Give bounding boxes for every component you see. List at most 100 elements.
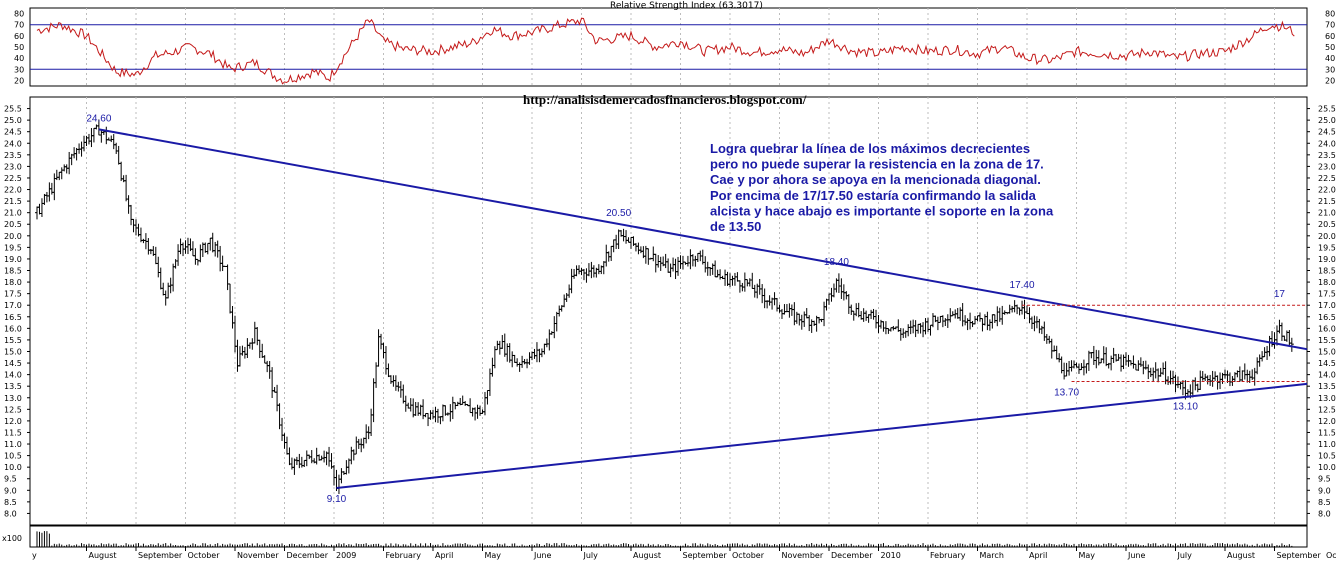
y-tick-left: 15.0 — [4, 347, 22, 356]
y-tick-left: 10.0 — [4, 463, 22, 472]
y-tick-left: 12.0 — [4, 417, 22, 426]
rsi-panel: Relative Strength Index (63.3017) 80 80 70… — [14, 1, 1335, 85]
y-tick-right: 22.5 — [1318, 174, 1336, 183]
y-tick-left: 24.0 — [4, 139, 22, 148]
comment-line: de 13.50 — [710, 219, 761, 234]
y-tick-right: 18.0 — [1318, 278, 1336, 287]
volume-panel: x100 — [2, 531, 1293, 547]
x-tick-label: 2009 — [336, 551, 356, 560]
rsi-tick-left: 70 — [14, 21, 24, 30]
chart-frames — [29, 7, 1308, 548]
rsi-tick-right: 40 — [1325, 54, 1335, 63]
price-annotation: 24.60 — [86, 113, 111, 124]
y-tick-left: 18.0 — [4, 278, 22, 287]
x-tick-label: September — [138, 551, 183, 560]
y-tick-left: 13.0 — [4, 394, 22, 403]
x-tick-label: June — [1127, 551, 1146, 560]
y-axis-ticks: 25.5 25.5 25.0 25.0 24.5 24.5 24.0 24.0 23.5 23.5… — [4, 105, 1336, 519]
comment-line: Cae y por ahora se apoya en la mencionad… — [710, 172, 1041, 187]
rsi-tick-right: 20 — [1325, 76, 1335, 85]
y-tick-left: 20.5 — [4, 220, 22, 229]
y-tick-left: 8.0 — [4, 509, 17, 518]
y-tick-left: 25.5 — [4, 105, 22, 114]
y-tick-left: 21.0 — [4, 209, 22, 218]
rsi-tick-right: 80 — [1325, 10, 1335, 19]
price-annotations: 24.60 20.50 18.40 17.40 17 13.70 13.10 9.10 — [86, 113, 1285, 505]
rsi-tick-left: 20 — [14, 76, 24, 85]
y-tick-right: 15.5 — [1318, 336, 1336, 345]
y-tick-left: 8.5 — [4, 498, 17, 507]
y-tick-right: 21.0 — [1318, 209, 1336, 218]
month-gridlines — [86, 8, 1275, 551]
rsi-frame — [29, 7, 1308, 87]
y-tick-right: 24.0 — [1318, 139, 1336, 148]
y-tick-left: 21.5 — [4, 197, 22, 206]
price-frame — [29, 96, 1308, 526]
y-tick-left: 23.0 — [4, 162, 22, 171]
x-tick-label: April — [1029, 551, 1047, 560]
volume-tick-label: x100 — [2, 534, 22, 543]
y-tick-right: 20.5 — [1318, 220, 1336, 229]
y-tick-right: 21.5 — [1318, 197, 1336, 206]
y-tick-right: 19.5 — [1318, 243, 1336, 252]
x-tick-label: May — [1079, 551, 1096, 560]
rsi-tick-right: 30 — [1325, 65, 1335, 74]
y-tick-left: 24.5 — [4, 128, 22, 137]
x-tick-label: August — [89, 551, 117, 560]
y-tick-right: 19.0 — [1318, 255, 1336, 264]
y-tick-left: 20.0 — [4, 232, 22, 241]
x-tick-label: December — [287, 551, 329, 560]
y-tick-right: 10.0 — [1318, 463, 1336, 472]
rsi-tick-right: 70 — [1325, 21, 1335, 30]
y-tick-right: 22.0 — [1318, 186, 1336, 195]
y-tick-right: 13.0 — [1318, 394, 1336, 403]
y-tick-right: 17.5 — [1318, 290, 1336, 299]
y-tick-right: 12.0 — [1318, 417, 1336, 426]
y-tick-right: 8.0 — [1318, 509, 1331, 518]
y-tick-right: 20.0 — [1318, 232, 1336, 241]
comment-line: pero no puede superar la resistencia en … — [710, 157, 1044, 172]
analysis-comment: Logra quebrar la línea de los máximos de… — [710, 141, 1054, 234]
y-tick-left: 17.0 — [4, 301, 22, 310]
comment-line: Por encima de 17/17.50 estaría confirman… — [710, 188, 1037, 203]
y-tick-right: 10.5 — [1318, 452, 1336, 461]
x-tick-label: March — [980, 551, 1004, 560]
price-annotation: 13.70 — [1054, 388, 1079, 399]
x-tick-label: February — [930, 551, 966, 560]
volume-frame — [29, 525, 1308, 548]
y-tick-right: 25.5 — [1318, 105, 1336, 114]
y-tick-right: 11.5 — [1318, 428, 1336, 437]
price-panel — [35, 119, 1294, 495]
y-tick-left: 19.5 — [4, 243, 22, 252]
rsi-tick-left: 60 — [14, 32, 24, 41]
y-tick-left: 12.5 — [4, 405, 22, 414]
rsi-line — [36, 17, 1295, 85]
y-tick-left: 22.0 — [4, 186, 22, 195]
y-tick-left: 9.0 — [4, 486, 17, 495]
x-tick-label: October — [1326, 551, 1336, 560]
x-tick-label: August — [633, 551, 661, 560]
y-tick-right: 16.0 — [1318, 324, 1336, 333]
x-tick-label: February — [386, 551, 422, 560]
y-tick-left: 18.5 — [4, 267, 22, 276]
rsi-tick-left: 80 — [14, 10, 24, 19]
x-tick-label: November — [782, 551, 824, 560]
y-tick-left: 14.5 — [4, 359, 22, 368]
y-tick-right: 18.5 — [1318, 267, 1336, 276]
y-tick-left: 11.5 — [4, 428, 22, 437]
y-tick-left: 23.5 — [4, 151, 22, 160]
y-tick-left: 16.5 — [4, 313, 22, 322]
y-tick-right: 9.0 — [1318, 486, 1331, 495]
x-tick-label: July — [583, 551, 599, 560]
rsi-tick-left: 40 — [14, 54, 24, 63]
price-annotation: 17 — [1274, 289, 1286, 300]
x-tick-label: October — [188, 551, 221, 560]
y-tick-right: 14.5 — [1318, 359, 1336, 368]
y-tick-left: 9.5 — [4, 475, 17, 484]
y-tick-left: 10.5 — [4, 452, 22, 461]
y-tick-left: 22.5 — [4, 174, 22, 183]
x-tick-label: September — [683, 551, 728, 560]
x-tick-label: December — [831, 551, 873, 560]
y-tick-right: 11.0 — [1318, 440, 1336, 449]
